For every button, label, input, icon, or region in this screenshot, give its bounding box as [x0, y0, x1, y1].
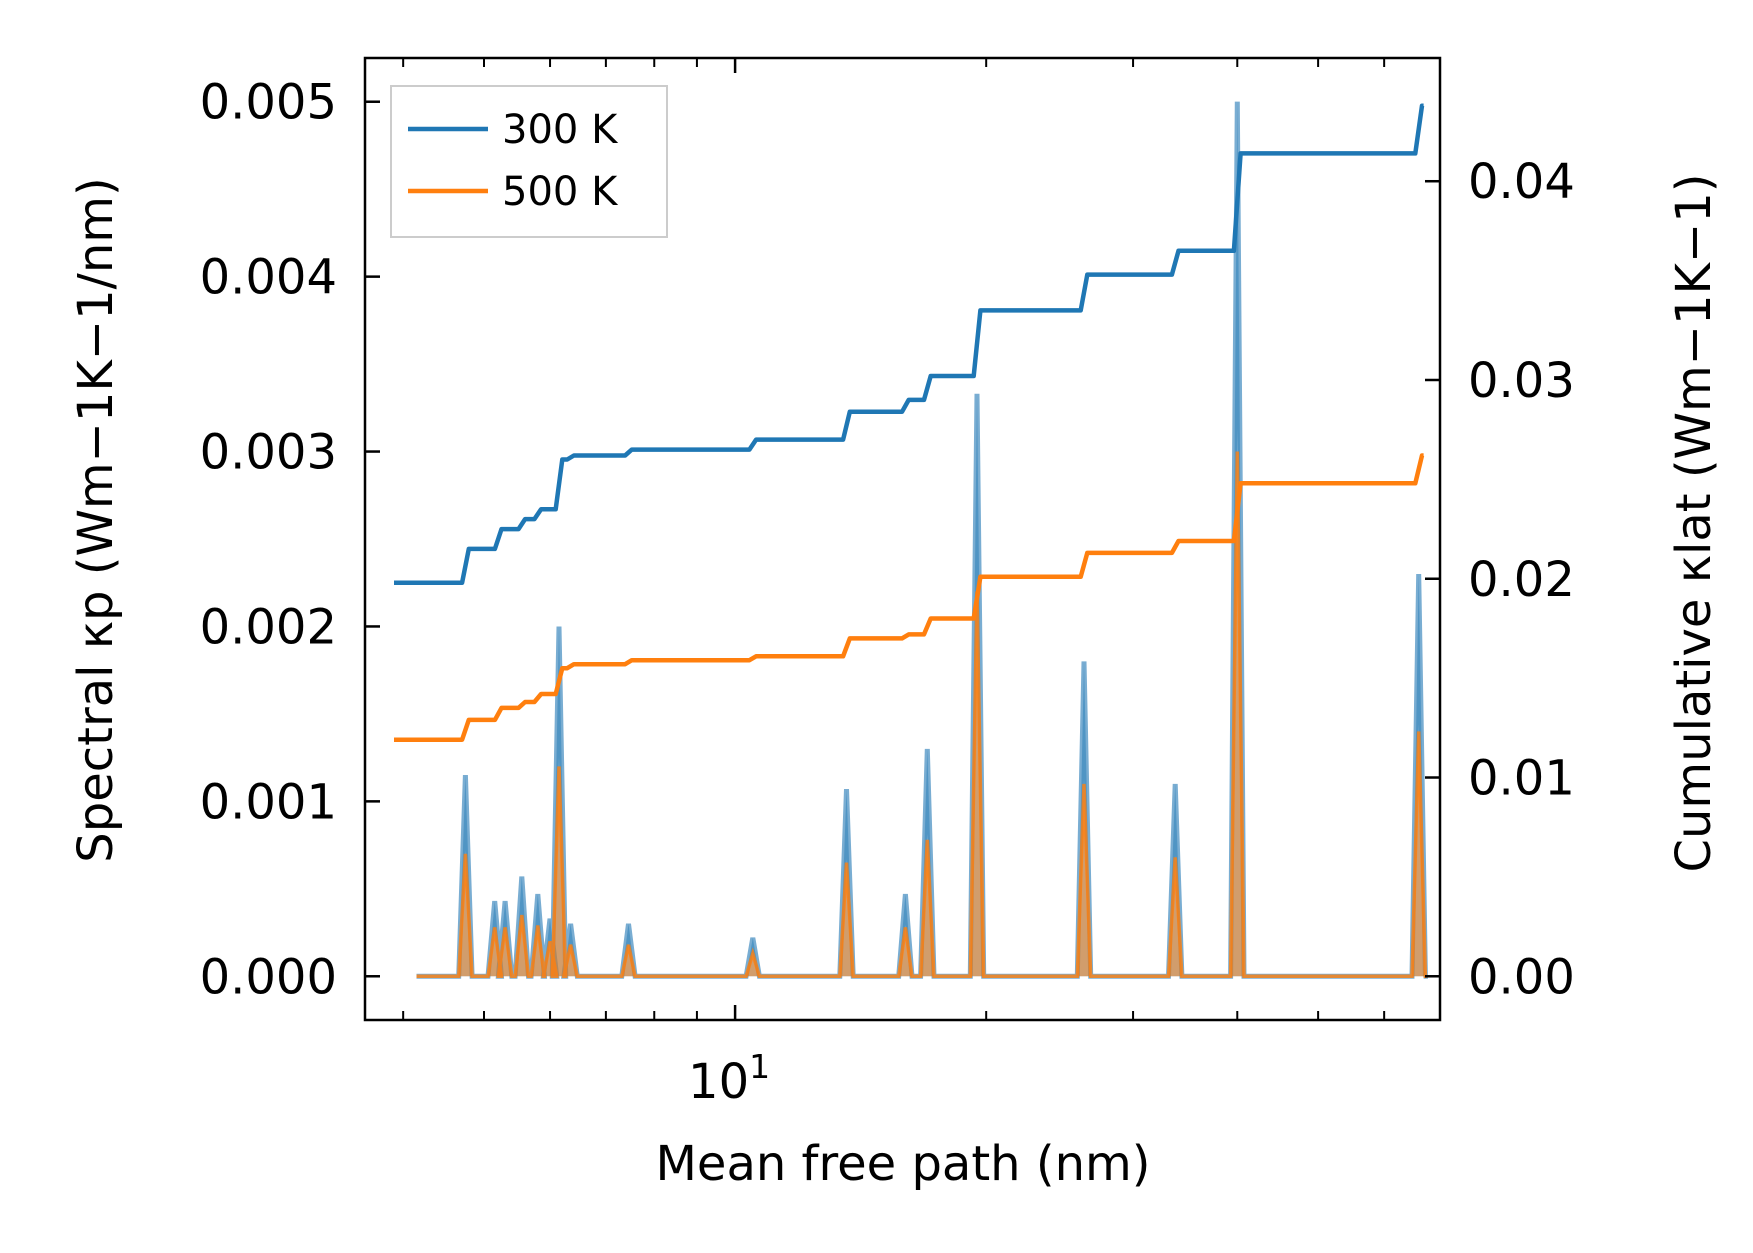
y-right-tick-label: 0.02 [1468, 552, 1575, 608]
y-left-tick-label: 0.000 [200, 949, 337, 1005]
y-axis-left-label-group: Spectral κp (Wm−1K−1/nm) [68, 177, 124, 862]
y-left-tick-label: 0.004 [200, 250, 337, 306]
plot-marks [394, 101, 1428, 979]
y-axis-right-label: Cumulative κlat (Wm−1K−1) [1666, 174, 1722, 873]
legend: 300 K 500 K [390, 85, 668, 238]
y-left-tick-label: 0.001 [200, 774, 337, 830]
y-left-tick-label: 0.005 [200, 75, 337, 131]
y-right-tick-label: 0.04 [1468, 154, 1575, 210]
y-right-tick-label: 0.00 [1468, 949, 1575, 1005]
y-left-tick-label: 0.002 [200, 599, 337, 655]
x-tick-label: 101 [688, 1047, 770, 1110]
cumulative-line-300k [394, 103, 1425, 585]
legend-box [390, 85, 668, 238]
spectral-line-500k [416, 451, 1428, 979]
y-right-tick-label: 0.03 [1468, 353, 1575, 409]
ticks: 101 0.000 0.001 0.002 0.003 0.004 0.005 0.00 0.0… [200, 58, 1575, 1110]
cumulative-line-500k [394, 453, 1425, 742]
y-left-tick-label: 0.003 [200, 425, 337, 481]
x-axis-label-group: Mean free path (nm) [656, 1136, 1151, 1192]
legend-label-500k: 500 K [502, 169, 619, 215]
y-right-tick-label: 0.01 [1468, 751, 1575, 807]
x-axis-label: Mean free path (nm) [656, 1136, 1151, 1192]
legend-label-300k: 300 K [502, 107, 619, 153]
y-axis-right-label-group: Cumulative κlat (Wm−1K−1) [1666, 174, 1722, 873]
plot-frame [363, 56, 1442, 1022]
y-axis-left-label: Spectral κp (Wm−1K−1/nm) [68, 177, 124, 862]
